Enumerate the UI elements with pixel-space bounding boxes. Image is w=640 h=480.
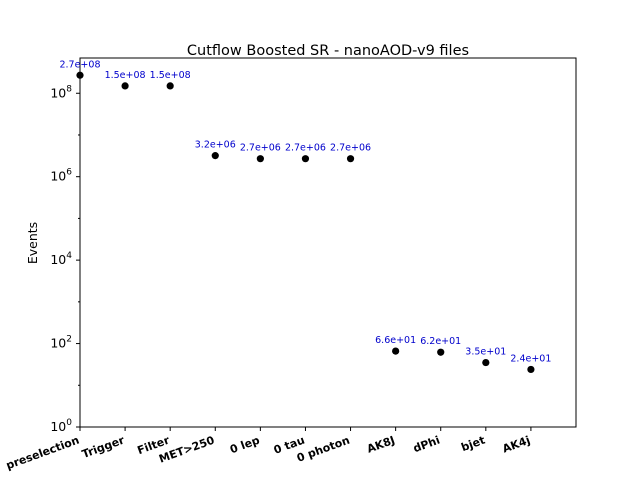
data-label: 2.7e+08	[59, 59, 100, 70]
data-point	[167, 82, 174, 89]
data-label: 3.2e+06	[195, 140, 236, 151]
y-tick-label: 108	[50, 84, 72, 100]
data-label: 2.7e+06	[240, 143, 281, 154]
data-label: 1.5e+08	[105, 70, 146, 81]
data-point	[121, 82, 128, 89]
x-tick-label: Trigger	[80, 433, 126, 461]
y-tick-label: 102	[50, 335, 72, 351]
y-axis-label: Events	[25, 222, 40, 264]
y-axis-ticks: 100 102 104 106 108	[50, 84, 80, 434]
x-tick-label: AK8J	[365, 434, 397, 456]
x-tick-label: preselection	[4, 434, 81, 473]
data-point	[527, 366, 534, 373]
data-point	[482, 359, 489, 366]
data-points	[76, 72, 534, 373]
data-point	[257, 155, 264, 162]
y-tick-label: 106	[50, 168, 72, 184]
data-point	[212, 152, 219, 159]
data-label: 3.5e+01	[465, 347, 506, 358]
x-tick-label: bjet	[459, 434, 486, 455]
data-labels: 2.7e+08 1.5e+08 1.5e+08 3.2e+06 2.7e+06 2.7e+…	[59, 59, 551, 364]
data-label: 1.5e+08	[150, 70, 191, 81]
chart-title: Cutflow Boosted SR - nanoAOD-v9 files	[187, 43, 469, 59]
data-label: 6.2e+01	[420, 336, 461, 347]
y-tick-label: 100	[50, 418, 72, 434]
x-tick-label: AK4j	[501, 434, 532, 456]
y-tick-label: 104	[50, 251, 72, 267]
data-point	[437, 349, 444, 356]
data-point	[347, 155, 354, 162]
x-tick-label: 0 lep	[228, 434, 261, 457]
data-point	[76, 72, 83, 79]
data-label: 2.7e+06	[330, 143, 371, 154]
data-point	[392, 347, 399, 354]
x-tick-label: dPhi	[411, 434, 441, 456]
data-label: 2.4e+01	[510, 353, 551, 364]
data-label: 6.6e+01	[375, 335, 416, 346]
data-point	[302, 155, 309, 162]
data-label: 2.7e+06	[285, 143, 326, 154]
plot-frame	[80, 58, 576, 427]
